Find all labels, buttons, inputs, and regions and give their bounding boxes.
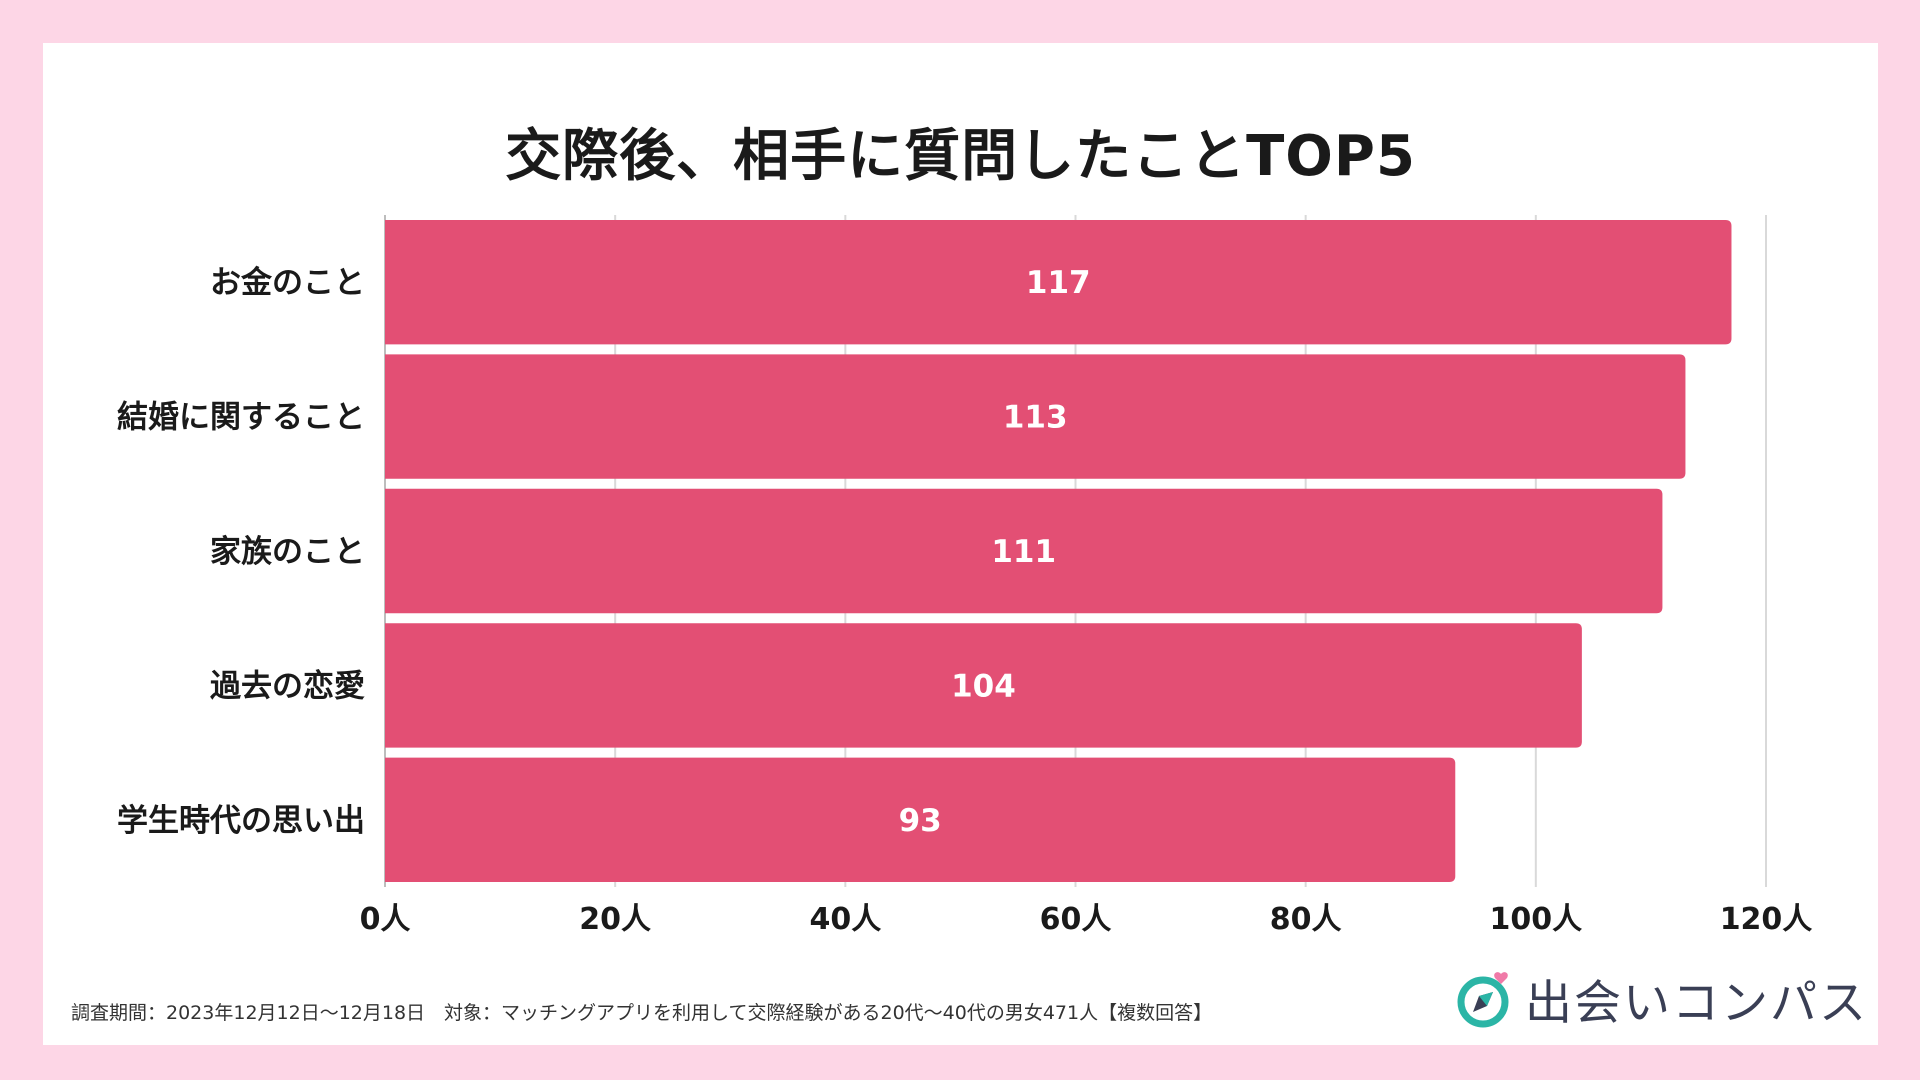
chart-title: 交際後、相手に質問したことTOP5 (505, 124, 1416, 189)
chart-card: 交際後、相手に質問したことTOP5 0人 20人 40人 60人 80人 100人 120人… (43, 43, 1878, 1045)
x-tick-label: 100人 (1490, 902, 1583, 937)
category-label: 家族のこと (210, 534, 365, 570)
bar (385, 623, 1582, 748)
bar-chart: 0人 20人 40人 60人 80人 100人 120人 117 お金のこと 113 結婚に関するこ… (117, 215, 1813, 937)
category-label: 結婚に関すること (117, 400, 365, 436)
bar (385, 488, 1663, 614)
brand-logo: 出会いコンパス (1453, 963, 1868, 1033)
bar-value-label: 93 (899, 803, 942, 839)
bar (385, 354, 1686, 479)
survey-footnote: 調査期間：2023年12月12日〜12月18日 対象：マッチングアプリを利用して… (71, 1002, 1213, 1024)
bar-value-label: 117 (1026, 265, 1091, 301)
bar-value-label: 113 (1003, 400, 1068, 436)
x-tick-label: 0人 (360, 902, 411, 937)
x-tick-label: 20人 (579, 902, 651, 937)
category-label: 学生時代の思い出 (117, 803, 365, 839)
category-label: お金のこと (210, 265, 365, 301)
brand-name: 出会いコンパス (1525, 975, 1868, 1031)
bar-value-label: 104 (951, 668, 1016, 704)
x-tick-label: 120人 (1720, 902, 1813, 937)
compass-heart-icon (1457, 972, 1509, 1028)
bar-value-label: 111 (991, 534, 1056, 570)
x-tick-label: 60人 (1040, 902, 1112, 937)
x-tick-label: 40人 (809, 902, 881, 937)
category-label: 過去の恋愛 (210, 668, 365, 704)
bar (385, 757, 1456, 882)
bar (385, 220, 1732, 345)
x-tick-label: 80人 (1270, 902, 1342, 937)
